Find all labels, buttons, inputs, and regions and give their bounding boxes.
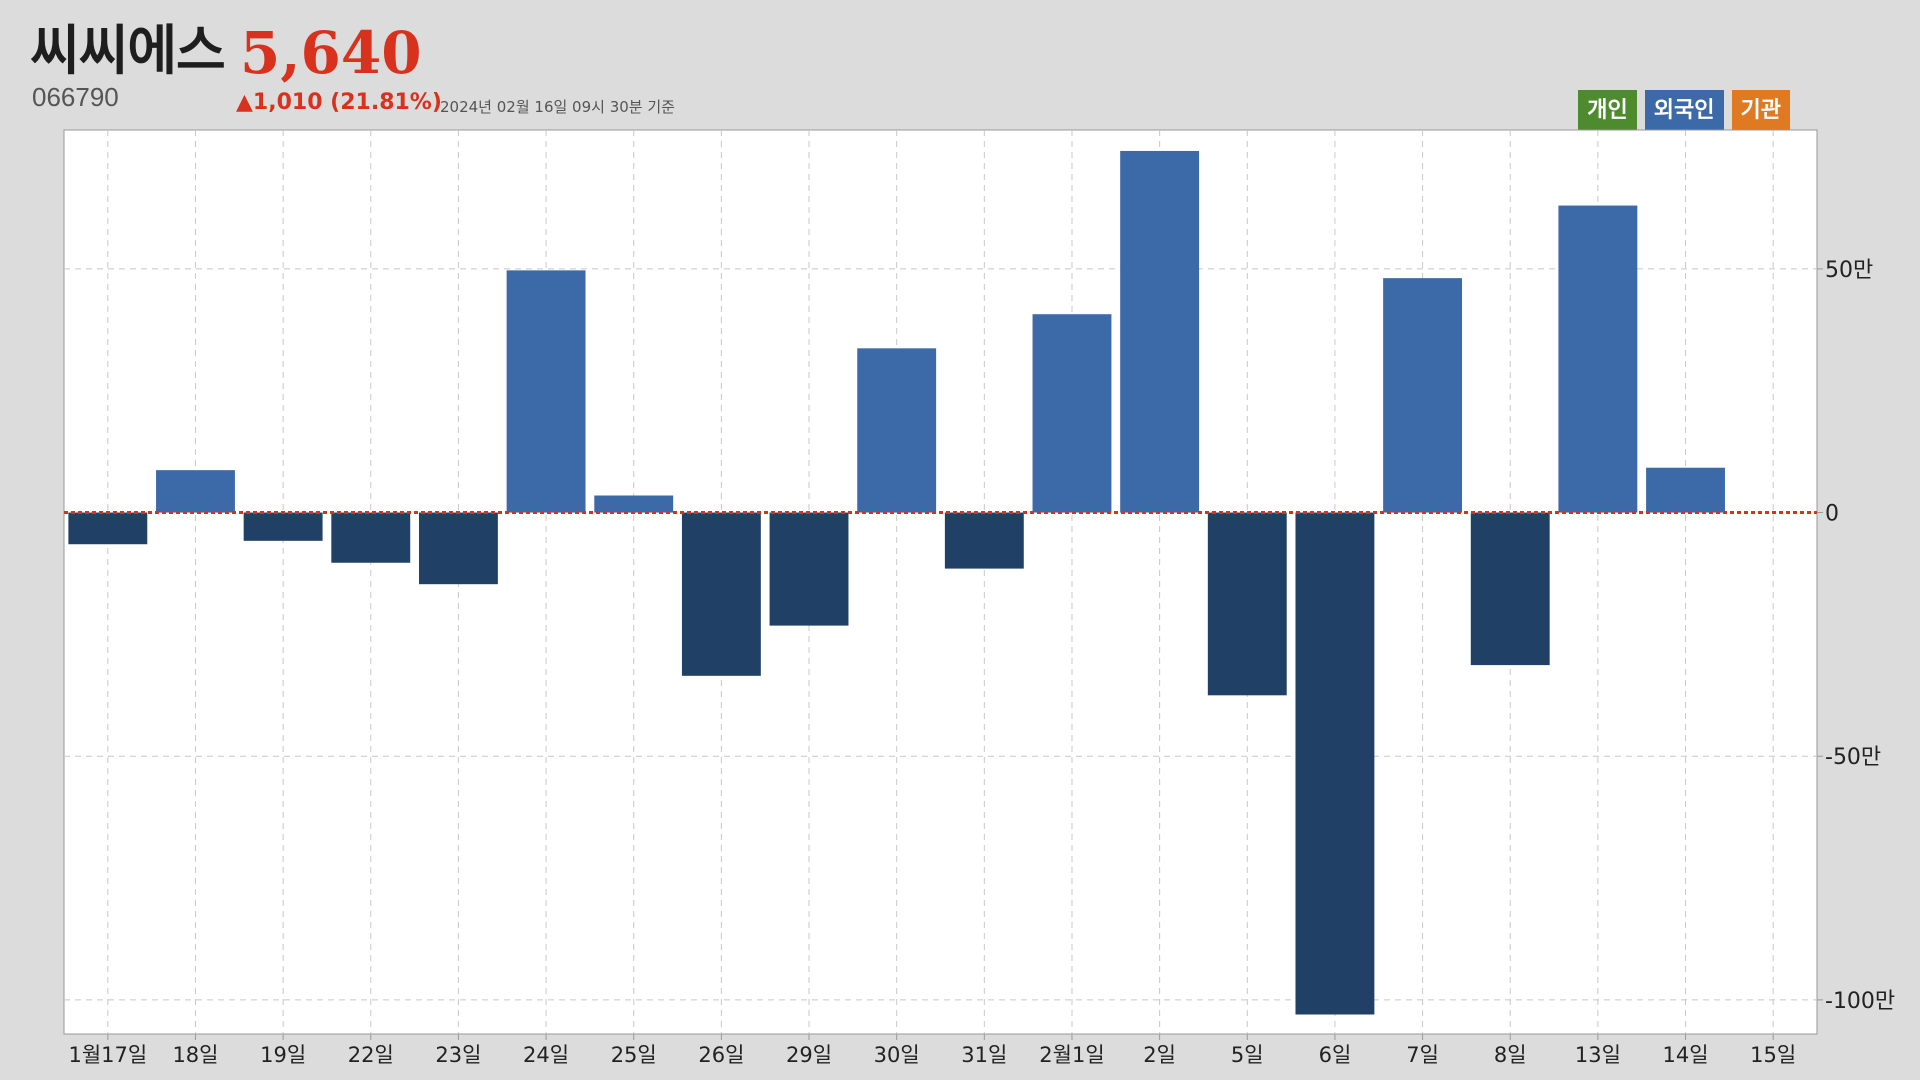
stock-name: 씨씨에스 (30, 19, 226, 82)
legend-foreign[interactable]: 외국인 (1644, 90, 1724, 132)
bar-positive (594, 495, 674, 513)
price-change: ▲1,010 (21.81%) (236, 90, 442, 115)
x-tick-label: 15일 (1750, 1043, 1796, 1067)
y-tick-label: 0 (1825, 502, 1839, 527)
x-tick-label: 6일 (1319, 1043, 1352, 1067)
bar-positive (857, 348, 937, 513)
x-tick-label: 18일 (172, 1043, 218, 1067)
bar-positive (1383, 278, 1463, 513)
y-tick-label: -100만 (1825, 989, 1895, 1014)
x-tick-label: 2월1일 (1039, 1043, 1104, 1067)
x-tick-label: 7일 (1406, 1043, 1439, 1067)
x-tick-label: 31일 (961, 1043, 1007, 1067)
bar-negative (243, 512, 323, 541)
x-tick-label: 1월17일 (68, 1043, 147, 1067)
x-tick-label: 19일 (260, 1043, 306, 1067)
x-tick-label: 8일 (1494, 1043, 1527, 1067)
bar-negative (1207, 512, 1287, 696)
x-tick-label: 24일 (523, 1043, 569, 1067)
y-tick-label: -50만 (1825, 745, 1881, 770)
bar-negative (769, 512, 849, 626)
legend: 개인 외국인 기관 (1578, 90, 1790, 132)
bar-negative (1470, 512, 1550, 666)
x-tick-label: 30일 (874, 1043, 920, 1067)
y-tick-label: 50만 (1825, 258, 1873, 283)
legend-individual[interactable]: 개인 (1578, 90, 1637, 132)
x-tick-label: 25일 (611, 1043, 657, 1067)
bar-negative (418, 512, 498, 585)
legend-institution[interactable]: 기관 (1731, 90, 1790, 132)
bar-positive (506, 270, 586, 513)
x-tick-label: 29일 (786, 1043, 832, 1067)
bar-negative (1295, 512, 1375, 1015)
x-tick-label: 23일 (435, 1043, 481, 1067)
bar-positive (1558, 205, 1638, 513)
x-tick-label: 2일 (1143, 1043, 1176, 1067)
bar-negative (681, 512, 761, 676)
x-tick-label: 26일 (698, 1043, 744, 1067)
x-tick-label: 13일 (1575, 1043, 1621, 1067)
bar-negative (944, 512, 1024, 569)
x-tick-label: 5일 (1231, 1043, 1264, 1067)
bar-positive (156, 470, 235, 513)
bar-negative (331, 512, 411, 563)
bar-positive (1120, 150, 1200, 513)
bar-negative (68, 512, 148, 545)
stock-code: 066790 (32, 82, 119, 112)
plot-area (63, 129, 1818, 1035)
bar-positive (1646, 467, 1725, 513)
timestamp: 2024년 02월 16일 09시 30분 기준 (440, 98, 675, 116)
stock-price: 5,640 (240, 19, 422, 87)
bar-positive (1032, 314, 1112, 513)
x-tick-label: 14일 (1663, 1043, 1709, 1067)
x-tick-label: 22일 (348, 1043, 394, 1067)
header: 씨씨에스 066790 5,640 ▲1,010 (21.81%) 2024년 … (30, 18, 1890, 132)
